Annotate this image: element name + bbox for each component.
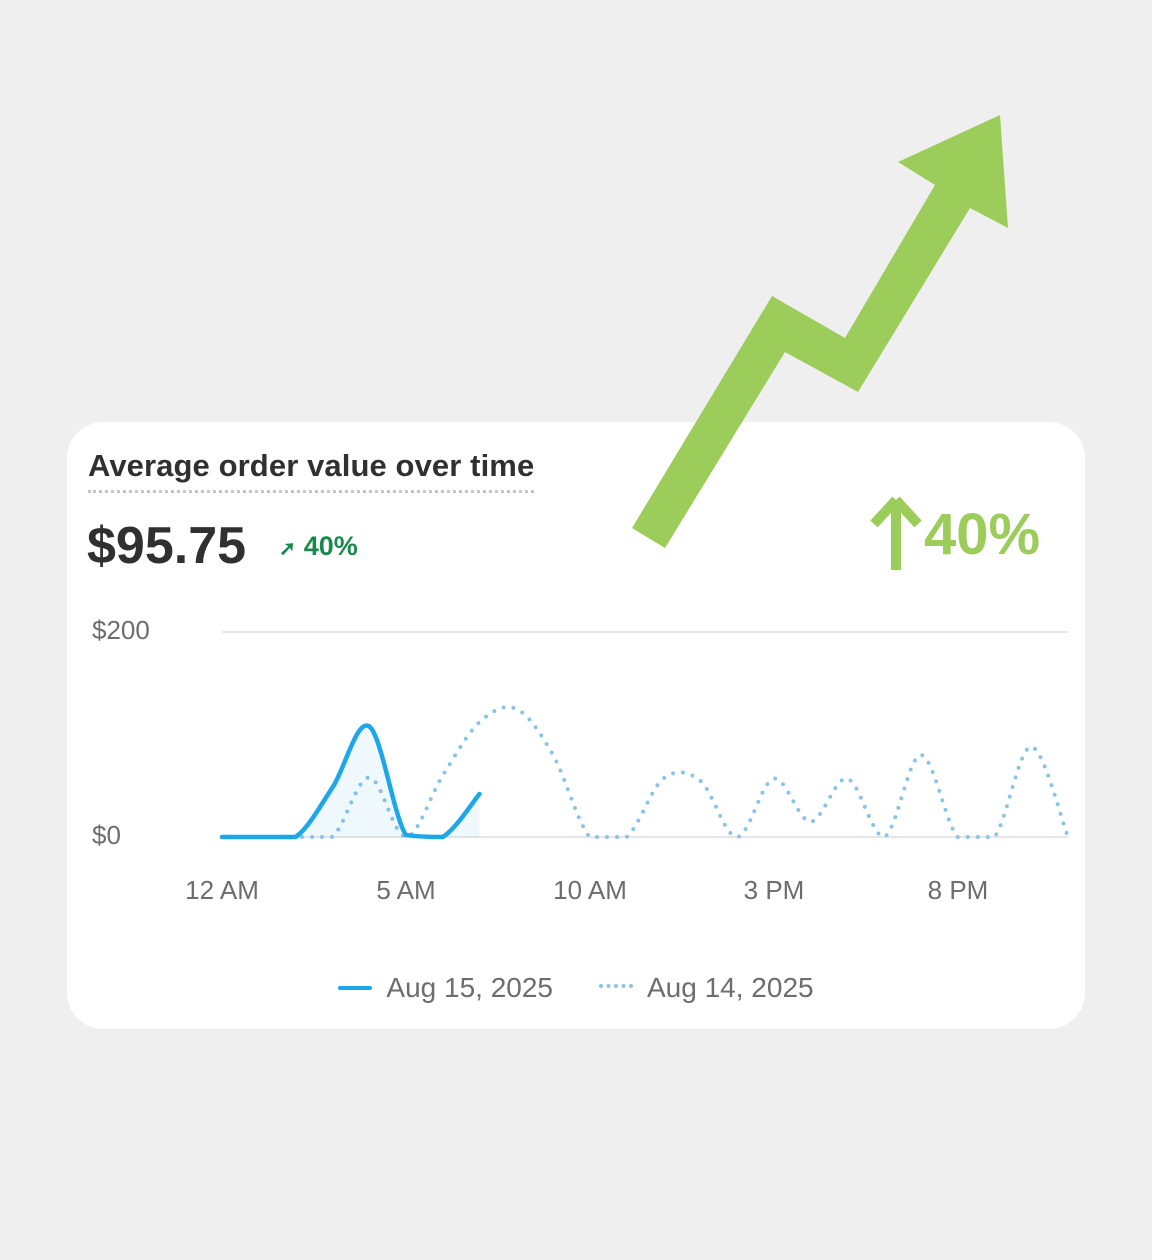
delta-badge: ➚ 40% (279, 531, 358, 562)
y-tick-label: $0 (92, 820, 121, 850)
arrow-up-right-icon: ➚ (279, 538, 296, 560)
big-delta-value: 40% (924, 501, 1041, 567)
series-line-aug-14-2025[interactable] (220, 705, 1070, 840)
x-tick-label: 5 AM (376, 875, 436, 905)
series-line-aug-15-2025[interactable] (219, 723, 482, 840)
legend: Aug 15, 2025 Aug 14, 2025 (0, 972, 1152, 1004)
x-tick-label: 10 AM (553, 875, 627, 905)
legend-swatch-solid (338, 986, 373, 990)
y-tick-label: $200 (92, 615, 150, 645)
x-tick-label: 8 PM (927, 875, 989, 905)
legend-label: Aug 14, 2025 (647, 972, 814, 1003)
chart-title[interactable]: Average order value over time (88, 448, 535, 493)
series-area-aug-15-2025 (222, 725, 480, 837)
delta-value: 40% (303, 531, 358, 561)
big-delta: 40% (868, 496, 1040, 572)
legend-item-aug-14[interactable]: Aug 14, 2025 (599, 972, 814, 1004)
metric-value: $95.75 (87, 517, 247, 575)
arrow-up-icon (870, 496, 922, 570)
x-tick-label: 3 PM (743, 875, 805, 905)
legend-label: Aug 15, 2025 (386, 972, 553, 1003)
legend-item-aug-15[interactable]: Aug 15, 2025 (338, 972, 553, 1004)
legend-swatch-dotted (599, 984, 633, 992)
zigzag-trend-up-arrow-icon (632, 115, 1008, 548)
x-tick-label: 12 AM (185, 875, 259, 905)
